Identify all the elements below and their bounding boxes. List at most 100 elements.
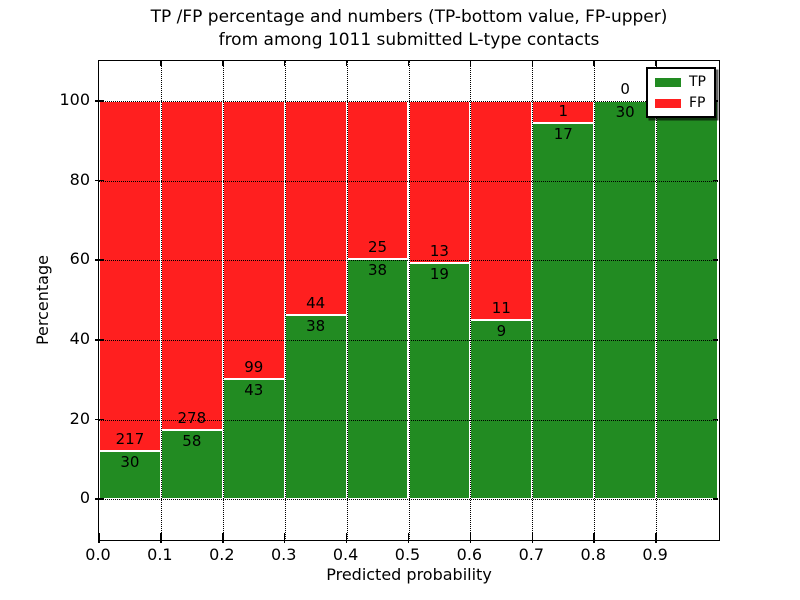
tp-count-label: 38 xyxy=(306,316,326,335)
vertical-gridline xyxy=(408,61,410,539)
bar-segment-fp xyxy=(346,100,409,259)
y-tick-mark xyxy=(95,179,104,182)
chart-title-line2: from among 1011 submitted L-type contact… xyxy=(218,30,600,50)
tp-count-label: 19 xyxy=(429,264,449,283)
x-tick-label: 0.7 xyxy=(518,545,545,564)
fp-count-label: 0 xyxy=(620,79,630,98)
top-tick-mark xyxy=(531,61,534,66)
x-tick-label: 0.2 xyxy=(209,545,235,564)
x-tick-mark xyxy=(222,533,224,543)
fp-count-label: 217 xyxy=(115,429,145,448)
fp-count-label: 99 xyxy=(244,357,264,376)
bar-segment-tp xyxy=(284,314,347,500)
chart-title-line1: TP /FP percentage and numbers (TP-bottom… xyxy=(150,7,668,27)
y-tick-mark xyxy=(95,498,104,500)
bar-segment-fp xyxy=(284,100,347,315)
y-tick-mark xyxy=(95,418,104,421)
right-tick-mark xyxy=(713,418,718,421)
fp-count-label: 11 xyxy=(491,298,511,317)
y-tick-label: 20 xyxy=(69,408,90,428)
vertical-gridline xyxy=(346,61,348,539)
bar-segment-tp xyxy=(408,262,471,500)
bar-segment-tp xyxy=(99,450,161,500)
x-tick-mark xyxy=(160,533,162,543)
tp-legend-swatch xyxy=(655,77,681,87)
bar-segment-tp xyxy=(656,100,718,500)
y-tick-mark xyxy=(95,100,104,102)
fp-count-label: 44 xyxy=(306,293,326,312)
fp-legend-label: FP xyxy=(689,95,706,111)
right-tick-mark xyxy=(713,498,718,500)
bar-segment-tp xyxy=(346,258,409,500)
bar-segment-fp xyxy=(222,100,285,379)
x-tick-label: 0.3 xyxy=(270,545,297,564)
x-axis-label: Predicted probability xyxy=(326,565,492,584)
tp-count-label: 38 xyxy=(368,260,388,279)
y-tick-label: 80 xyxy=(69,169,90,189)
right-tick-mark xyxy=(713,179,718,182)
bar-segment-tp xyxy=(532,122,595,500)
bar-segment-tp xyxy=(470,319,533,500)
top-tick-mark xyxy=(160,61,162,66)
right-tick-mark xyxy=(713,339,718,341)
bar-segment-fp xyxy=(99,100,161,451)
vertical-gridline xyxy=(470,61,472,539)
horizontal-gridline xyxy=(99,100,718,102)
right-tick-mark xyxy=(713,259,718,261)
top-tick-mark xyxy=(593,61,595,66)
horizontal-gridline xyxy=(99,339,718,341)
vertical-gridline xyxy=(532,61,534,539)
y-tick-label: 100 xyxy=(59,89,90,109)
x-tick-label: 0.0 xyxy=(85,545,111,564)
bar-segment-fp xyxy=(408,100,471,263)
vertical-gridline xyxy=(160,61,162,539)
tp-count-label: 30 xyxy=(120,452,140,471)
vertical-gridline xyxy=(594,61,596,539)
horizontal-gridline xyxy=(99,180,718,182)
tp-count-label: 58 xyxy=(182,432,202,451)
y-axis-label: Percentage xyxy=(33,255,52,346)
legend-item-tp: TP xyxy=(655,74,708,90)
tp-count-label: 17 xyxy=(553,124,573,143)
top-tick-mark xyxy=(345,61,348,66)
x-tick-label: 0.9 xyxy=(642,545,668,564)
horizontal-gridline xyxy=(99,419,718,421)
y-tick-label: 0 xyxy=(79,488,90,508)
tp-legend-label: TP xyxy=(689,74,706,90)
top-tick-mark xyxy=(655,61,657,66)
bar-segment-fp xyxy=(470,100,533,320)
bar-segment-fp xyxy=(160,100,223,431)
x-tick-mark xyxy=(283,533,286,543)
top-tick-mark xyxy=(283,61,286,66)
x-tick-mark xyxy=(98,533,100,543)
fp-count-label: 1 xyxy=(558,101,569,120)
x-tick-label: 0.8 xyxy=(580,545,606,564)
tp-count-label: 9 xyxy=(496,321,507,340)
fp-count-label: 13 xyxy=(429,241,449,260)
fp-legend-swatch xyxy=(655,98,681,108)
y-tick-mark xyxy=(95,339,104,341)
y-tick-label: 40 xyxy=(69,328,90,348)
x-tick-mark xyxy=(593,533,595,543)
legend-box: TP FP xyxy=(646,67,716,118)
x-tick-label: 0.6 xyxy=(456,545,483,564)
x-tick-mark xyxy=(407,533,410,543)
tp-count-label: 30 xyxy=(615,102,635,121)
vertical-gridline xyxy=(284,61,286,539)
x-tick-mark xyxy=(345,533,348,543)
plot-area: 2173027858994344382538131911911703041 TP… xyxy=(95,60,720,543)
x-tick-mark xyxy=(469,533,472,543)
top-tick-mark xyxy=(469,61,472,66)
horizontal-gridline xyxy=(99,499,718,501)
x-tick-label: 0.5 xyxy=(394,545,421,564)
y-tick-mark xyxy=(95,259,104,261)
top-tick-mark xyxy=(407,61,410,66)
fp-count-label: 278 xyxy=(177,409,207,428)
legend-item-fp: FP xyxy=(655,95,708,111)
top-tick-mark xyxy=(222,61,224,66)
chart-title: TP /FP percentage and numbers (TP-bottom… xyxy=(98,6,720,52)
x-tick-mark xyxy=(531,533,534,543)
x-tick-mark xyxy=(655,533,657,543)
bar-segment-tp xyxy=(594,100,657,500)
